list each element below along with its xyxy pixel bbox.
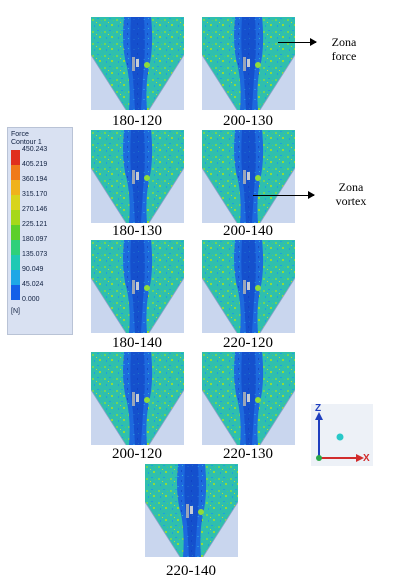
legend-tick-label: 0.000 xyxy=(22,296,40,303)
legend-color-band xyxy=(11,270,20,285)
contour-panel-220-140 xyxy=(145,464,238,557)
panel-caption: 200-130 xyxy=(223,113,273,129)
contour-plot xyxy=(91,352,184,445)
contour-plot xyxy=(91,130,184,223)
legend-tick-label: 270.146 xyxy=(22,206,48,213)
legend-tick-label: 405.219 xyxy=(22,161,48,168)
legend-color-band xyxy=(11,210,20,225)
contour-panel-200-120 xyxy=(91,352,184,445)
contour-plot xyxy=(145,464,238,557)
force-contour-legend: Force Contour 1 450.243 405.219 360.194 315… xyxy=(7,127,73,335)
legend-tick-label: 450.243 xyxy=(22,146,48,153)
panel-caption: 220-120 xyxy=(223,335,273,351)
legend-color-band xyxy=(11,285,20,300)
legend-color-band xyxy=(11,180,20,195)
legend-title: Force Contour 1 xyxy=(11,131,42,147)
legend-tick-label: 45.024 xyxy=(22,281,44,288)
contour-plot xyxy=(202,352,295,445)
panel-caption: 180-130 xyxy=(112,223,162,239)
contour-panel-180-140 xyxy=(91,240,184,333)
legend-color-band xyxy=(11,240,20,255)
contour-panel-180-120 xyxy=(91,17,184,110)
axes-triad-graphic xyxy=(315,412,364,462)
x-axis-label: X xyxy=(363,453,370,464)
legend-tick-label: 90.049 xyxy=(22,266,44,273)
vortex-zone-arrow xyxy=(253,191,315,199)
vortex-zone-label-line2: vortex xyxy=(335,194,367,208)
contour-panel-220-120 xyxy=(202,240,295,333)
panel-caption: 220-140 xyxy=(166,563,216,579)
contour-plot xyxy=(202,130,295,223)
force-zone-label-line1: Zona xyxy=(331,35,357,49)
axes-triad: Z X xyxy=(311,403,373,466)
panel-caption: 200-120 xyxy=(112,446,162,462)
contour-panel-180-130 xyxy=(91,130,184,223)
force-zone-label-line2: force xyxy=(331,49,357,63)
vortex-zone-label-line1: Zona xyxy=(338,180,364,194)
contour-panel-200-140 xyxy=(202,130,295,223)
panel-caption: 180-140 xyxy=(112,335,162,351)
z-axis-label: Z xyxy=(315,403,322,414)
vortex-zone-label: Zona vortex xyxy=(322,180,380,208)
legend-title-line1: Force xyxy=(11,131,29,138)
contour-plot xyxy=(202,17,295,110)
legend-title-line2: Contour 1 xyxy=(11,139,42,146)
legend-tick-label: 315.170 xyxy=(22,191,48,198)
legend-tick-label: 360.194 xyxy=(22,176,48,183)
contour-plot xyxy=(91,240,184,333)
contour-panel-200-130 xyxy=(202,17,295,110)
force-zone-arrow xyxy=(278,38,317,46)
legend-color-band xyxy=(11,150,20,165)
legend-color-band xyxy=(11,195,20,210)
contour-plot xyxy=(202,240,295,333)
legend-tick-label: 225.121 xyxy=(22,221,48,228)
legend-unit: [N] xyxy=(11,308,20,315)
panel-caption: 220-130 xyxy=(223,446,273,462)
contour-plot xyxy=(91,17,184,110)
force-zone-label: Zona force xyxy=(320,35,368,63)
legend-color-band xyxy=(11,165,20,180)
panel-caption: 180-120 xyxy=(112,113,162,129)
legend-tick-label: 135.073 xyxy=(22,251,48,258)
legend-color-band xyxy=(11,225,20,240)
legend-color-bar xyxy=(11,150,20,300)
panel-caption: 200-140 xyxy=(223,223,273,239)
contour-panel-220-130 xyxy=(202,352,295,445)
legend-tick-label: 180.097 xyxy=(22,236,48,243)
legend-color-band xyxy=(11,255,20,270)
